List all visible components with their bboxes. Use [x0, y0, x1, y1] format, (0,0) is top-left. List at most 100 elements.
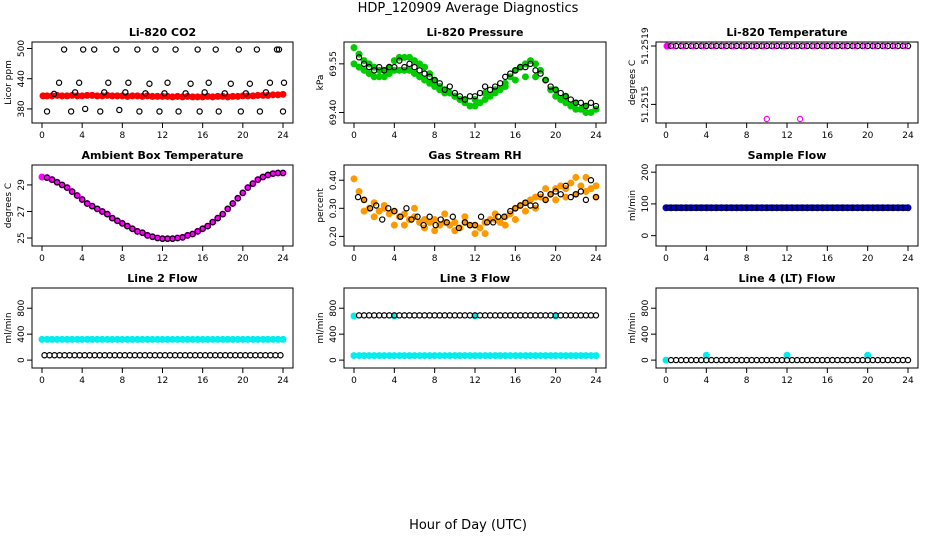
data-point — [416, 73, 424, 81]
data-point — [181, 352, 189, 359]
data-point — [542, 76, 549, 84]
x-tick-label: 12 — [781, 254, 792, 264]
data-point — [267, 352, 274, 359]
x-tick-label: 16 — [510, 376, 522, 386]
data-point — [256, 108, 264, 115]
data-point — [431, 76, 438, 84]
data-point — [557, 96, 565, 104]
data-point — [209, 218, 216, 226]
data-point — [587, 109, 595, 117]
data-point — [494, 213, 502, 220]
x-tick-label: 12 — [157, 131, 168, 141]
data-point — [105, 79, 112, 86]
panel-title: Gas Stream RH — [428, 149, 521, 162]
data-point — [381, 67, 388, 74]
x-tick-label: 16 — [822, 254, 834, 264]
data-point — [592, 193, 600, 201]
panel-title: Li-820 CO2 — [129, 26, 196, 39]
panel-title: Li-820 Temperature — [726, 26, 847, 39]
data-point — [182, 90, 189, 97]
data-point — [839, 356, 846, 364]
data-point — [577, 182, 585, 190]
data-point — [577, 99, 585, 106]
data-point — [109, 214, 116, 222]
data-point — [443, 219, 450, 226]
data-point — [400, 221, 408, 229]
data-point — [405, 66, 413, 74]
y-axis-label: degrees C — [4, 183, 14, 228]
data-point — [592, 312, 600, 319]
data-point — [562, 182, 569, 190]
data-point — [75, 79, 83, 86]
data-point — [902, 204, 909, 211]
x-tick-label: 0 — [39, 376, 45, 386]
y-tick-label: 0.40 — [329, 170, 339, 190]
data-point — [196, 108, 203, 115]
y-tick-label: 400 — [329, 325, 339, 342]
data-point — [547, 83, 554, 90]
data-point — [809, 356, 816, 364]
data-point — [743, 356, 750, 364]
data-point — [60, 46, 68, 53]
y-tick-label: 100 — [641, 195, 651, 212]
data-point — [552, 86, 559, 94]
plot-frame — [343, 41, 607, 124]
x-tick-label: 8 — [119, 376, 125, 386]
data-point — [577, 312, 585, 319]
data-point — [360, 207, 368, 215]
data-point — [483, 219, 491, 226]
data-point — [253, 46, 261, 53]
data-point — [391, 207, 398, 215]
x-tick-label: 0 — [351, 376, 357, 386]
data-point — [187, 80, 194, 87]
data-point — [672, 356, 680, 364]
data-point — [567, 102, 575, 110]
x-tick-label: 20 — [237, 131, 249, 141]
data-point — [235, 46, 243, 53]
data-point — [891, 42, 899, 50]
data-point — [66, 352, 73, 359]
panel-title: Li-820 Pressure — [427, 26, 524, 39]
data-point — [237, 352, 244, 359]
x-tick-label: 16 — [510, 131, 522, 141]
panel-title: Line 3 Flow — [440, 272, 510, 285]
y-axis-label: percent — [316, 188, 326, 223]
data-point — [537, 70, 544, 77]
data-point — [471, 93, 479, 100]
data-point — [126, 352, 134, 359]
data-point — [86, 352, 93, 359]
y-tick-label: 69.40 — [329, 99, 339, 125]
data-point — [521, 207, 529, 215]
x-tick-label: 20 — [237, 254, 249, 264]
data-point — [798, 356, 806, 364]
data-point — [790, 42, 798, 50]
x-tick-label: 16 — [197, 131, 209, 141]
data-point — [451, 312, 459, 319]
data-point — [461, 96, 469, 103]
data-point — [572, 191, 580, 198]
data-point — [512, 312, 519, 319]
x-tick-label: 12 — [157, 254, 168, 264]
x-tick-label: 12 — [469, 376, 480, 386]
data-point — [205, 79, 212, 86]
data-point — [753, 356, 760, 364]
y-tick-label: 27 — [17, 206, 27, 217]
data-point — [497, 312, 504, 319]
y-tick-label: 51.2515 — [641, 86, 651, 123]
data-point — [436, 80, 443, 87]
data-point — [730, 42, 737, 50]
data-point — [129, 225, 136, 232]
data-point — [215, 108, 222, 115]
data-point — [266, 79, 274, 86]
data-point — [455, 224, 463, 232]
data-point — [904, 356, 912, 364]
data-point — [252, 352, 259, 359]
x-tick-label: 4 — [703, 131, 709, 141]
data-point — [411, 57, 418, 65]
data-point — [669, 42, 677, 50]
data-point — [517, 312, 524, 319]
data-point — [116, 106, 123, 114]
